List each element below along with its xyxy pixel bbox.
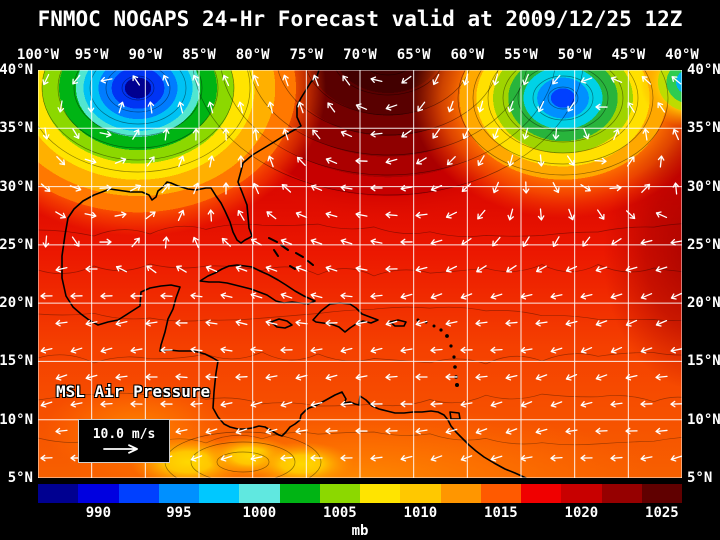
lat-tick-label: 40°N xyxy=(687,62,720,78)
lat-tick-label: 5°N xyxy=(7,470,33,486)
colorbar-tick-label: 1010 xyxy=(403,505,438,521)
coastline-puerto-rico xyxy=(389,319,407,327)
colorbar-segment xyxy=(440,484,481,503)
lon-tick-label: 100°W xyxy=(16,47,60,63)
colorbar-segment xyxy=(360,484,401,503)
map-area: MSL Air Pressure 10.0 m/s xyxy=(38,70,682,478)
coastline-bahamas xyxy=(268,237,314,270)
lon-tick-label: 40°W xyxy=(665,47,699,63)
pressure-field-overlays xyxy=(38,70,682,478)
field-label: MSL Air Pressure xyxy=(56,382,211,401)
pressure-field-map xyxy=(38,70,682,478)
lon-tick-label: 70°W xyxy=(343,47,377,63)
colorbar-tick-label: 1000 xyxy=(242,505,277,521)
colorbar-segment xyxy=(279,484,320,503)
lon-tick-label: 80°W xyxy=(235,47,270,63)
lon-tick-label: 45°W xyxy=(611,47,646,63)
coastline-jamaica xyxy=(270,318,293,329)
lat-axis-right: 40°N 35°N 30°N 25°N 20°N 15°N 10°N 5°N xyxy=(685,0,720,540)
colorbar-segment xyxy=(400,484,441,503)
coastline-cuba xyxy=(199,264,316,305)
lat-tick-label: 30°N xyxy=(0,178,33,195)
lat-tick-label: 20°N xyxy=(0,295,33,312)
wind-speed-label: 10.0 m/s xyxy=(92,426,156,442)
colorbar-segment xyxy=(601,484,642,503)
colorbar-segment xyxy=(480,484,521,503)
colorbar-tick-label: 1005 xyxy=(323,505,357,521)
lon-tick-label: 85°W xyxy=(182,47,216,63)
colorbar-segment xyxy=(118,484,159,503)
lat-axis-left: 40°N 35°N 30°N 25°N 20°N 15°N 10°N 5°N xyxy=(0,0,35,540)
lat-tick-label: 15°N xyxy=(0,353,33,370)
lat-tick-label: 10°N xyxy=(687,411,720,428)
colorbar-tick-label: 1020 xyxy=(564,505,599,521)
latlon-grid-lines xyxy=(38,70,682,478)
lon-axis: 100°W 95°W 90°W 85°W 80°W 75°W 70°W 65°W 60°W 55°… xyxy=(0,46,720,64)
colorbar-segment xyxy=(561,484,602,503)
lon-tick-label: 50°W xyxy=(557,47,592,63)
colorbar-tick-label: 995 xyxy=(166,505,192,521)
colorbar-segment xyxy=(239,484,280,503)
coastline-trinidad xyxy=(449,411,461,420)
colorbar-segment xyxy=(199,484,240,503)
lat-tick-label: 30°N xyxy=(687,178,720,195)
wind-reference-arrow-icon xyxy=(103,443,138,454)
colorbar-segment xyxy=(38,484,79,503)
lat-tick-label: 15°N xyxy=(687,353,720,370)
colorbar-tick-label: 990 xyxy=(85,505,112,521)
lat-tick-label: 25°N xyxy=(687,236,720,253)
lon-tick-label: 75°W xyxy=(289,47,324,63)
colorbar-segment xyxy=(521,484,562,503)
colorbar-tick-label: 1025 xyxy=(645,505,679,521)
lat-tick-label: 25°N xyxy=(0,236,33,253)
colorbar-segment xyxy=(158,484,199,503)
colorbar-segment xyxy=(78,484,119,503)
isobar-contours xyxy=(38,70,682,478)
colorbar-tick-labels: 990 995 1000 1005 1010 1015 1020 1025 xyxy=(38,505,682,522)
colorbar-segment xyxy=(319,484,360,503)
lat-tick-label: 40°N xyxy=(0,62,33,78)
lon-tick-label: 95°W xyxy=(74,47,109,63)
colorbar-segments xyxy=(38,484,682,503)
colorbar-unit-label: mb xyxy=(351,523,369,539)
lon-tick-label: 55°W xyxy=(504,47,538,63)
lon-tick-label: 90°W xyxy=(128,47,163,63)
lat-tick-label: 35°N xyxy=(687,120,720,137)
lat-tick-label: 35°N xyxy=(0,120,33,137)
page-title: FNMOC NOGAPS 24-Hr Forecast valid at 200… xyxy=(37,7,683,31)
wind-vector-arrows xyxy=(40,73,682,462)
lat-tick-label: 5°N xyxy=(687,470,713,486)
colorbar-segment xyxy=(641,484,682,503)
colorbar-tick-label: 1015 xyxy=(484,505,518,521)
wind-reference-legend: 10.0 m/s xyxy=(78,419,170,463)
lon-tick-label: 65°W xyxy=(396,47,431,63)
lon-tick-label: 60°W xyxy=(450,47,485,63)
lat-tick-label: 10°N xyxy=(0,411,33,428)
lat-tick-label: 20°N xyxy=(687,295,720,312)
